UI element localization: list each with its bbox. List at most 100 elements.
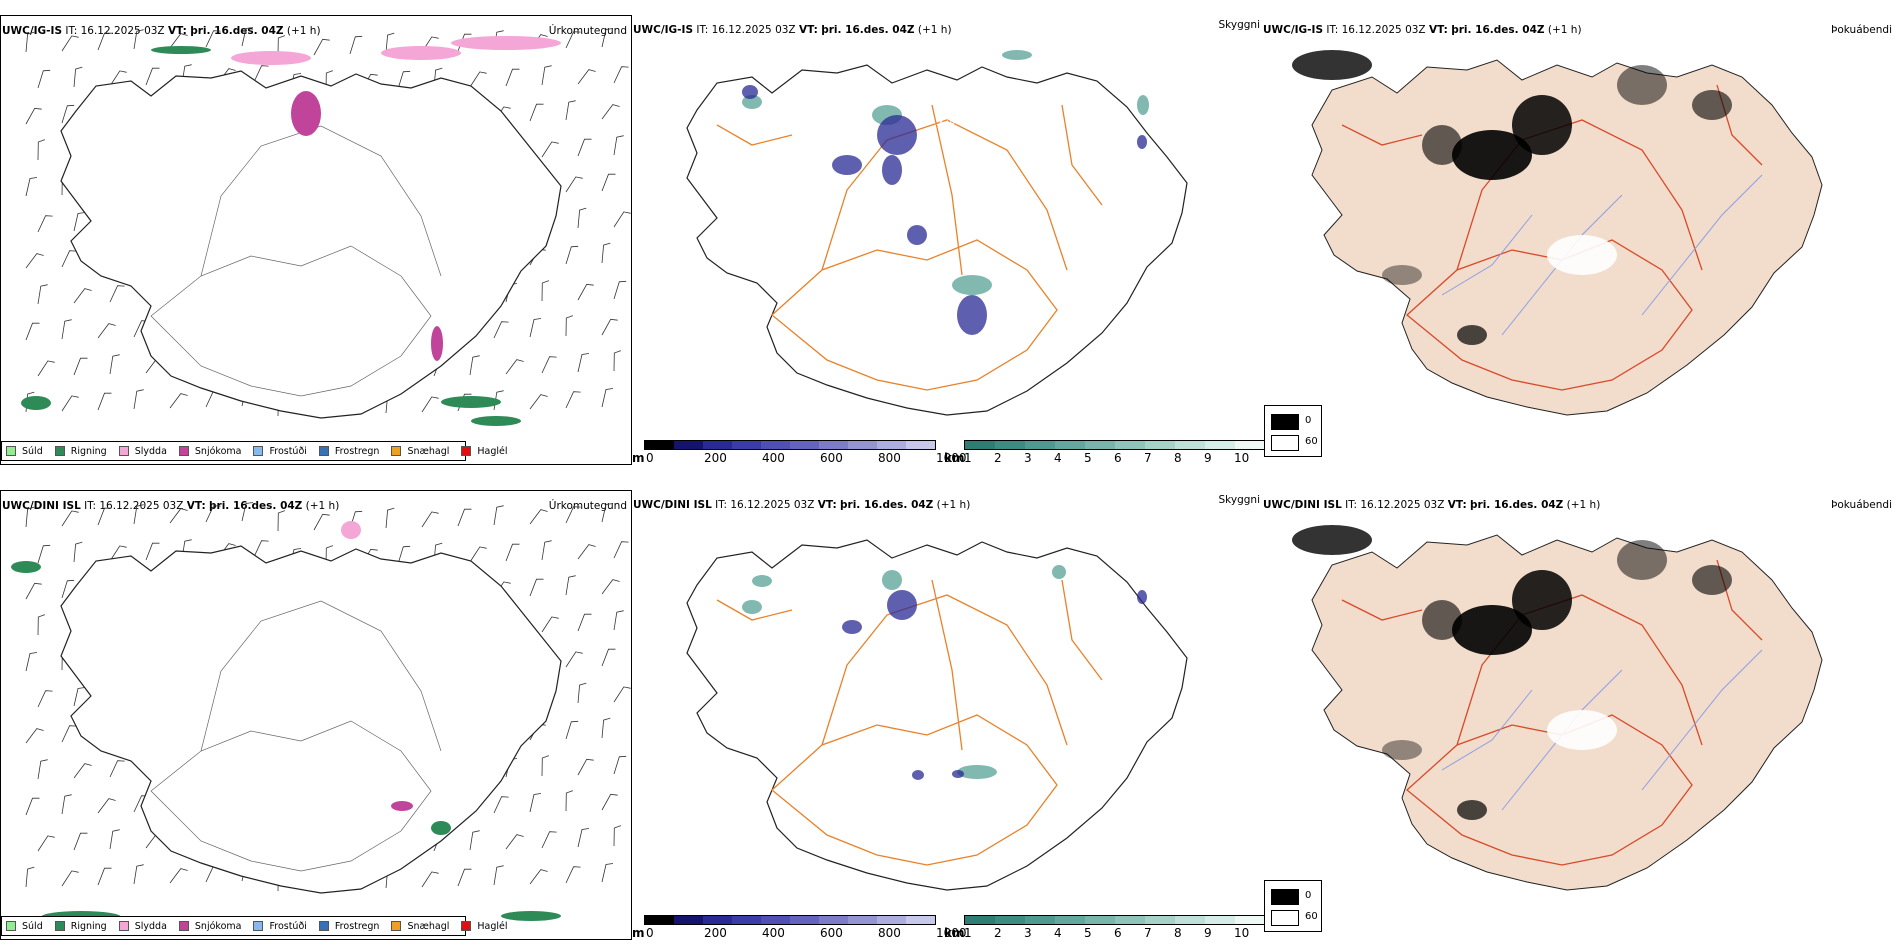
precip-legend-label: Snjókoma	[194, 920, 242, 932]
wind-barb	[613, 825, 622, 847]
panel-title: UWC/DINI ISL IT: 16.12.2025 03Z VT: þri.…	[633, 499, 971, 511]
colorbar-cell	[1055, 916, 1085, 924]
colorbar-cell	[848, 441, 877, 449]
wind-barb	[541, 356, 557, 374]
wind-barb	[169, 393, 188, 409]
wind-barb	[109, 70, 127, 87]
wind-barb	[313, 513, 330, 531]
colorbar-cell	[995, 916, 1025, 924]
precip-legend-swatch	[54, 921, 65, 931]
wind-barb	[577, 758, 594, 776]
precip-type-map	[21, 27, 631, 426]
iceland-coastline	[686, 539, 1188, 891]
ceiling-area	[957, 295, 987, 335]
wind-barb	[73, 687, 86, 707]
visibility-area	[742, 95, 762, 109]
fog-area	[1512, 95, 1572, 155]
precip-legend-item: Snjókoma	[178, 920, 242, 932]
wind-barb	[577, 353, 590, 373]
visibility-colorbar: km 1 2 3 4 5 6 7 8 9 10	[944, 440, 1266, 465]
wind-barb	[109, 760, 125, 778]
wind-barb	[601, 579, 620, 595]
colorbar-cell	[848, 916, 877, 924]
wind-barb	[109, 829, 120, 850]
colorbar-cell	[1175, 441, 1205, 449]
ceiling-annotations: 448 5 23 61	[938, 120, 1081, 348]
ceiling-annotation: 23	[954, 158, 965, 168]
ceiling-area	[742, 85, 758, 99]
precip-legend-swatch	[461, 446, 472, 456]
precip-legend-label: Rigning	[70, 920, 107, 932]
precip-legend-item: Snæhagl	[391, 446, 449, 457]
wind-barb	[97, 323, 116, 339]
wind-barb	[253, 540, 269, 558]
precip-legend-swatch	[118, 921, 129, 931]
wind-barb	[61, 250, 77, 268]
road-network	[1341, 559, 1763, 866]
wind-barb	[577, 283, 594, 301]
wind-barb	[541, 141, 559, 158]
wind-barb	[73, 212, 86, 232]
colorbar-tick: 800	[878, 451, 901, 465]
ceiling-area	[877, 115, 917, 155]
fog-legend: 0 60	[1264, 405, 1322, 457]
wind-barb	[421, 511, 439, 528]
wind-barb	[37, 690, 53, 708]
colorbar-tick: 8	[1174, 926, 1182, 940]
colorbar-tick: 200	[704, 451, 727, 465]
precip-legend-swatch	[253, 921, 264, 931]
colorbar-cell	[819, 441, 848, 449]
precip-legend-label: Snæhagl	[407, 920, 450, 932]
wind-barb	[169, 33, 188, 49]
wind-barb	[397, 545, 411, 565]
wind-barb	[385, 507, 395, 529]
fog-legend-label-1: 60	[1305, 436, 1318, 447]
wind-barb	[97, 392, 112, 411]
road-network	[1341, 84, 1763, 391]
ceiling-area	[842, 620, 862, 634]
wind-barb	[73, 66, 83, 88]
iceland-coastline	[60, 545, 562, 894]
wind-barb	[505, 543, 520, 562]
wind-barb	[385, 32, 395, 54]
road-network	[716, 579, 1103, 866]
ceiling-area	[907, 225, 927, 245]
panel-title: UWC/DINI ISL IT: 16.12.2025 03Z VT: þri.…	[1263, 499, 1601, 511]
wind-barb	[613, 755, 627, 775]
colorbar-cell	[761, 441, 790, 449]
fog-area	[1692, 90, 1732, 120]
colorbar-cell	[1145, 916, 1175, 924]
visibility-label: Skyggni	[1218, 19, 1261, 31]
wind-barb	[97, 32, 112, 51]
colorbar-cell	[674, 441, 703, 449]
wind-barb	[25, 506, 35, 528]
visibility-areas	[742, 50, 1149, 295]
precip-type-label: Úrkomutegund	[548, 500, 627, 512]
precip-legend-item: Haglél	[461, 921, 508, 932]
ceiling-areas	[842, 590, 1147, 780]
wind-barb	[277, 510, 286, 532]
wind-barb	[541, 540, 552, 561]
fog-area	[1452, 605, 1532, 655]
wind-barb	[577, 828, 590, 848]
colorbar-cell	[1115, 916, 1145, 924]
colorbar-tick: 7	[1144, 451, 1152, 465]
road-network	[716, 104, 1103, 391]
colorbar-cell	[761, 916, 790, 924]
precip-legend-item: Rigning	[54, 446, 107, 457]
wind-barb	[565, 506, 581, 524]
ceiling-colorbar: m 0 200 400 600 800 1000	[632, 915, 967, 940]
precip-legend-swatch	[6, 921, 16, 931]
precip-legend-label: Frostregn	[334, 445, 380, 457]
colorbar-cell	[645, 441, 674, 449]
wind-barb	[529, 318, 542, 338]
fog-legend-swatch-1	[1271, 910, 1299, 926]
wind-barb	[25, 31, 35, 53]
ceiling-area	[887, 590, 917, 620]
colorbar-cell	[732, 441, 761, 449]
wind-barb	[25, 652, 38, 672]
wind-barb	[61, 510, 79, 527]
colorbar-cell	[1205, 916, 1235, 924]
precip-legend-swatch	[461, 921, 472, 931]
precip-legend-swatch	[178, 446, 189, 456]
